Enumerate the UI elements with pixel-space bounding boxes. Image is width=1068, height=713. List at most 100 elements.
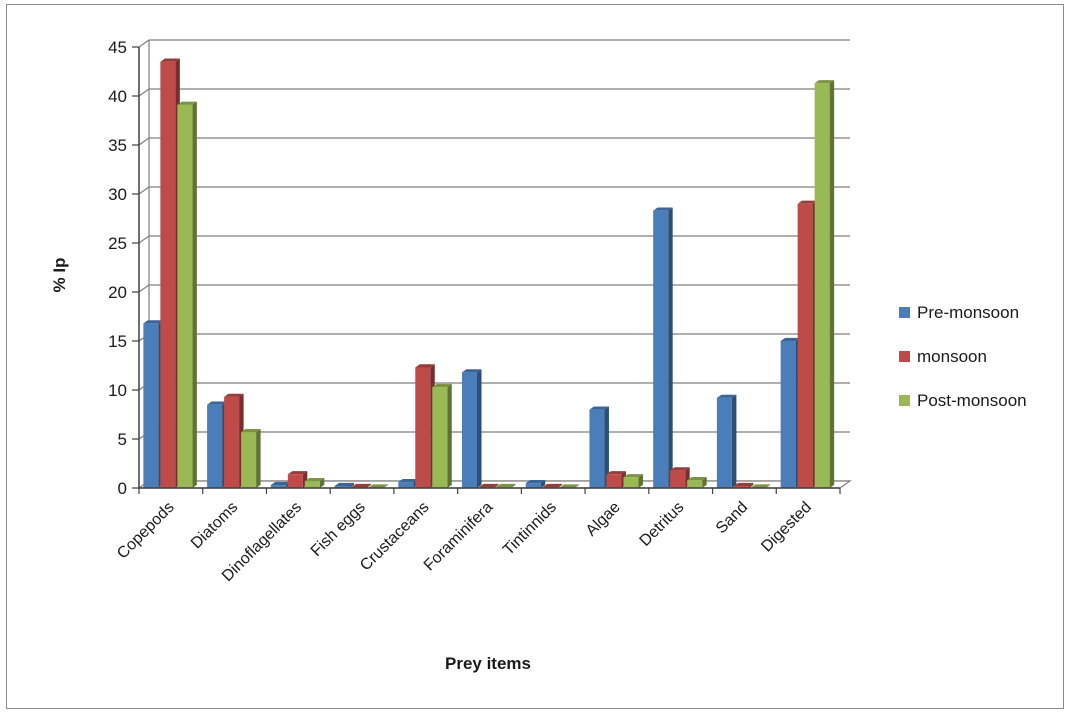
bar-front xyxy=(304,481,320,488)
y-tick-label: 25 xyxy=(108,234,127,253)
bar-top xyxy=(224,393,244,397)
y-tick-label: 0 xyxy=(118,479,127,498)
legend-item: Post-monsoon xyxy=(899,391,1027,410)
bar-side xyxy=(511,483,516,488)
bar-front xyxy=(814,83,830,488)
bar xyxy=(160,58,180,489)
bar-top xyxy=(687,477,707,481)
y-tick-label: 20 xyxy=(108,283,127,302)
bar-top xyxy=(334,482,355,487)
bar-side xyxy=(349,482,355,488)
bar-front xyxy=(398,482,414,488)
x-tick-label: Algae xyxy=(583,499,624,540)
bar-top xyxy=(177,101,197,105)
bar-top xyxy=(304,477,325,482)
bar-front xyxy=(207,404,223,488)
bar-top xyxy=(670,467,690,471)
bar xyxy=(304,477,325,488)
bar-side xyxy=(638,474,643,488)
bar xyxy=(780,337,801,488)
gridline-side xyxy=(138,284,150,293)
bar xyxy=(653,207,673,488)
gridline-side xyxy=(138,137,150,146)
chart-frame: 0 5 10 15 20 25 30 35 40 45 Copepods Diatoms Dinofla… xyxy=(6,4,1064,709)
bar-top xyxy=(160,58,180,62)
bar xyxy=(432,383,452,488)
x-tick-label: Copepods xyxy=(114,499,178,563)
bar xyxy=(687,477,707,488)
bar-front xyxy=(653,210,669,488)
bar-front xyxy=(160,61,176,488)
bar-top xyxy=(351,483,372,488)
y-tick-label: 15 xyxy=(108,332,127,351)
gridline-side xyxy=(138,235,150,244)
y-tick-label: 10 xyxy=(108,381,127,400)
bar-side xyxy=(668,207,673,488)
bar-side xyxy=(702,477,707,488)
bar xyxy=(398,478,418,488)
bar xyxy=(143,320,163,488)
legend-label: Post-monsoon xyxy=(917,391,1027,410)
y-tick-label: 35 xyxy=(108,136,127,155)
y-tick-label: 30 xyxy=(108,185,127,204)
bar xyxy=(525,479,546,488)
bar-top xyxy=(606,471,626,475)
bar-side xyxy=(829,80,835,489)
bar-top xyxy=(559,484,580,488)
bar-front xyxy=(687,480,703,488)
bar-side xyxy=(477,369,482,488)
x-tick-label: Diatoms xyxy=(188,499,242,553)
y-axis-title: % Ip xyxy=(50,258,69,293)
x-axis-title: Prey items xyxy=(445,654,531,673)
gridlines xyxy=(137,39,852,489)
bar-top xyxy=(368,484,389,488)
legend-swatch xyxy=(899,395,910,406)
bar-top xyxy=(287,471,308,475)
gridline-side xyxy=(138,39,150,48)
legend-item: monsoon xyxy=(899,347,987,366)
bar-side xyxy=(574,484,580,488)
legend-swatch xyxy=(899,307,910,318)
y-tick-label: 40 xyxy=(108,87,127,106)
bar xyxy=(207,401,227,488)
bar-top xyxy=(496,483,516,488)
bar-front xyxy=(415,367,431,488)
bar xyxy=(814,80,835,489)
bar-side xyxy=(319,477,325,488)
bar-front xyxy=(462,372,477,488)
bar-front xyxy=(733,486,749,488)
legend-label: monsoon xyxy=(917,347,987,366)
bar-front xyxy=(334,486,350,488)
bar-front xyxy=(797,203,813,489)
bar-front xyxy=(670,470,686,488)
bar xyxy=(287,471,308,488)
bar-top xyxy=(542,483,563,488)
bar-front xyxy=(623,477,639,488)
legend-swatch xyxy=(899,351,910,362)
gridline-side xyxy=(138,88,150,97)
bar-front xyxy=(589,409,605,488)
x-tick-label: Digested xyxy=(758,499,815,556)
bar-top xyxy=(750,484,771,488)
x-tick-label: Detritus xyxy=(637,499,688,550)
bar xyxy=(334,482,355,488)
bar-side xyxy=(604,406,609,488)
bar-top xyxy=(814,80,835,84)
bar-top xyxy=(207,401,227,405)
bar xyxy=(670,467,690,488)
bar-top xyxy=(270,481,291,486)
bar-front xyxy=(606,474,622,488)
x-tick-label: Fish eggs xyxy=(308,499,369,560)
legend-item: Pre-monsoon xyxy=(899,303,1019,322)
x-tick-label: Foraminifera xyxy=(421,499,497,575)
y-tick-label: 5 xyxy=(118,430,127,449)
bar-top xyxy=(623,474,643,478)
bar-front xyxy=(270,485,286,488)
bar-top xyxy=(733,482,754,487)
bar-top xyxy=(525,479,546,484)
bar-side xyxy=(731,394,737,488)
legend: Pre-monsoon monsoon Post-monsoon xyxy=(899,303,1027,410)
bar xyxy=(797,200,818,489)
